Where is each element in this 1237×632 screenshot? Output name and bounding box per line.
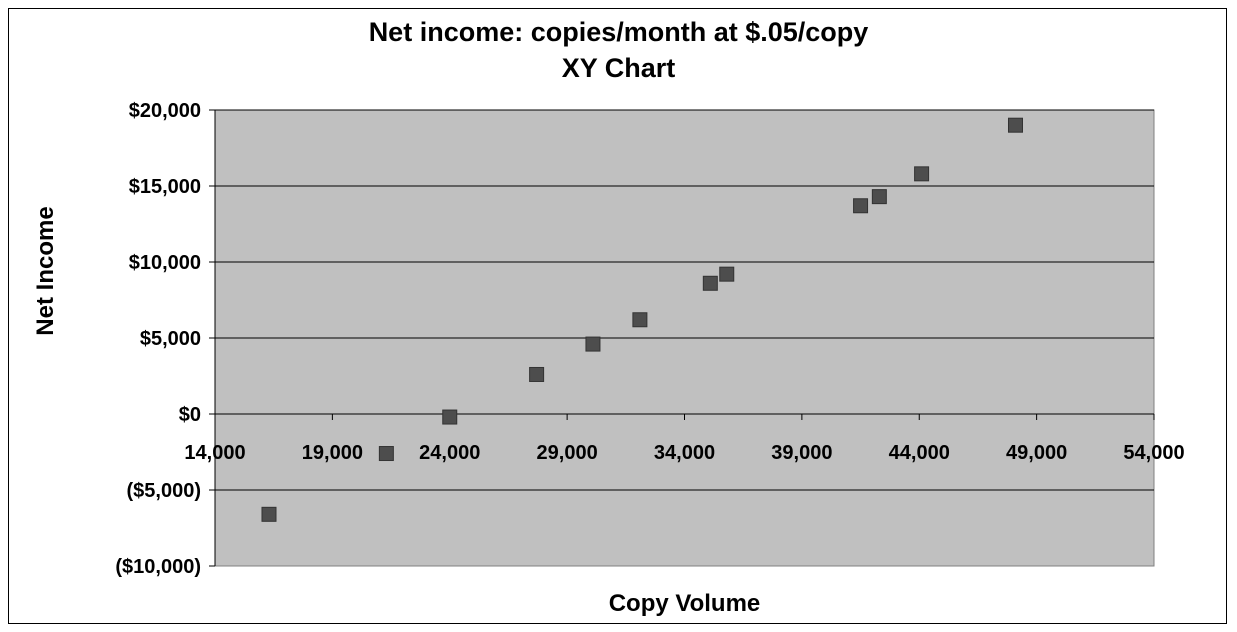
data-point: [261, 506, 277, 522]
y-tick-label: $20,000: [129, 100, 201, 122]
data-point: [853, 198, 869, 214]
y-axis-label: Net Income: [32, 206, 59, 335]
y-tick-label: $5,000: [140, 328, 201, 350]
data-point: [1007, 117, 1023, 133]
x-tick-label: 54,000: [1123, 442, 1184, 464]
data-point: [442, 409, 458, 425]
data-point: [719, 266, 735, 282]
y-tick-label: ($10,000): [115, 556, 201, 578]
x-tick-label: 24,000: [419, 442, 480, 464]
x-tick-label: 34,000: [654, 442, 715, 464]
data-point: [585, 336, 601, 352]
y-tick-label: ($5,000): [127, 480, 202, 502]
x-tick-label: 29,000: [537, 442, 598, 464]
chart-title: Net income: copies/month at $.05/copy: [368, 17, 869, 47]
y-tick-label: $10,000: [129, 252, 201, 274]
data-point: [702, 275, 718, 291]
y-tick-label: $0: [179, 404, 201, 426]
x-tick-label: 39,000: [771, 442, 832, 464]
data-point: [529, 366, 545, 382]
data-point: [871, 189, 887, 205]
data-point: [632, 312, 648, 328]
x-tick-label: 44,000: [889, 442, 950, 464]
data-point: [378, 446, 394, 462]
y-tick-label: $15,000: [129, 176, 201, 198]
y-axis: ($10,000) ($5,000) $0 $5,000 $10,000 $15,000 $…: [115, 100, 216, 578]
x-tick-label: 19,000: [302, 442, 363, 464]
x-axis-label: Copy Volume: [609, 590, 761, 617]
data-point: [914, 166, 930, 182]
chart-frame: [8, 8, 1227, 624]
data-points: [261, 117, 1023, 522]
x-tick-label: 49,000: [1006, 442, 1067, 464]
chart-subtitle: XY Chart: [561, 53, 676, 83]
x-axis: 14,000 19,000 24,000 29,000 34,000 39,000 44,0…: [184, 413, 1185, 464]
